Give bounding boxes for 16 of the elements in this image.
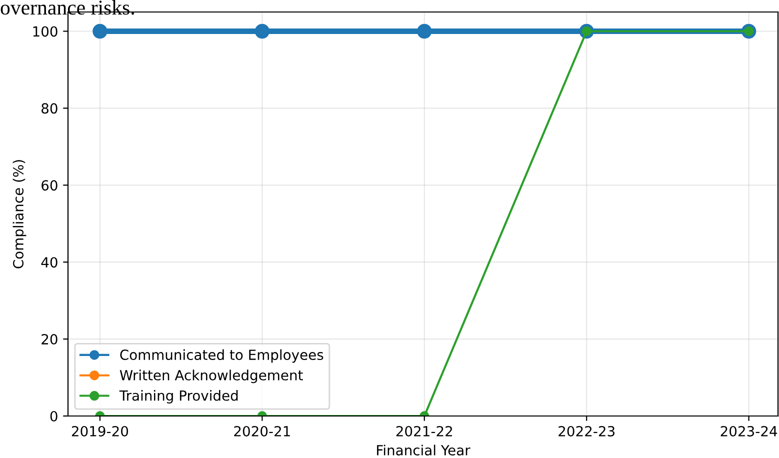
y-tick-label: 40 <box>41 257 58 268</box>
x-axis-title: Financial Year <box>377 444 470 456</box>
y-tick-label: 60 <box>42 180 58 191</box>
x-tick-label: 2019-20 <box>72 426 128 436</box>
y-tick-label: 80 <box>42 103 58 114</box>
x-tick-label: 2022-23 <box>558 426 614 436</box>
y-axis-title: Compliance (%) <box>12 160 26 268</box>
x-tick-label: 2021-22 <box>396 426 452 436</box>
y-tick-label: 20 <box>42 334 58 345</box>
y-tick-label: 0 <box>50 410 58 422</box>
y-tick-label: 100 <box>33 26 58 37</box>
x-tick-label: 2023-24 <box>720 426 778 436</box>
legend-label: Training Provided <box>119 390 238 404</box>
legend-label: Written Acknowledgement <box>120 370 303 384</box>
x-tick-label: 2020-21 <box>234 426 290 436</box>
legend-label: Communicated to Employees <box>120 349 324 363</box>
